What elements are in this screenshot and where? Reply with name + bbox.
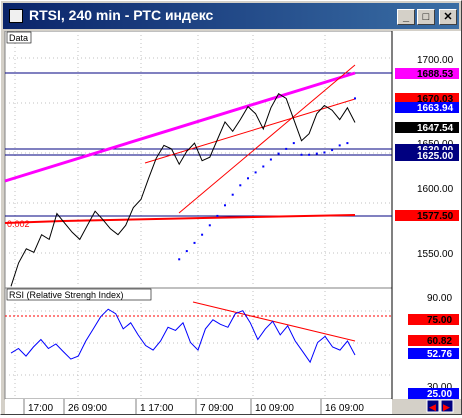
price-marker-box	[395, 102, 459, 113]
sar-dot	[201, 233, 204, 236]
price-line[interactable]	[10, 92, 356, 287]
price-pane-label-box	[6, 31, 32, 44]
support-level-label: 0.002	[7, 219, 30, 229]
rsi-marker-box	[408, 314, 459, 325]
sar-dot	[308, 153, 311, 156]
sar-dot	[247, 177, 249, 180]
price-marker-box	[395, 68, 459, 79]
price-marker-label: 1647.54	[417, 123, 454, 134]
chart-canvas[interactable]: Data RSI (Relative Strengh Index) 0.002 …	[3, 30, 461, 414]
price-marker-box	[395, 122, 459, 133]
time-axis-panel	[5, 399, 392, 414]
price-marker-label: 1577.50	[417, 211, 454, 222]
price-tick-label: 1600.00	[417, 184, 454, 195]
sar-dot	[208, 224, 211, 227]
sar-dot	[269, 158, 272, 161]
sar-dot	[292, 142, 295, 145]
time-label: 17:00	[28, 403, 53, 414]
price-marker-box	[395, 210, 459, 221]
rsi-tick-label: 30.00	[427, 382, 452, 393]
scroll-right-icon: ▶	[443, 402, 450, 412]
time-label: 1 17:00	[140, 403, 174, 414]
sar-dot	[354, 97, 356, 100]
price-axis-markers: 1688.531670.031663.941647.541630.001625.…	[395, 68, 459, 222]
price-marker-box	[395, 144, 459, 155]
rsi-marker-label: 25.00	[427, 389, 452, 400]
time-label: 7 09:00	[200, 403, 234, 414]
sar-dot	[331, 149, 334, 152]
rsi-marker-label: 52.76	[427, 349, 452, 360]
sar-dot	[346, 142, 349, 145]
rsi-pane-label: RSI (Relative Strengh Index)	[9, 290, 124, 300]
rsi-marker-label: 75.00	[427, 315, 452, 326]
sar-dot	[224, 204, 226, 207]
sar-dot	[254, 171, 257, 174]
rsi-series	[10, 308, 356, 364]
sar-dot	[323, 151, 326, 154]
red-trend-line-lower[interactable]	[178, 64, 356, 214]
sar-dot	[216, 214, 219, 217]
time-label: 26 09:00	[68, 403, 107, 414]
rsi-marker-box	[408, 335, 459, 346]
price-marker-label: 1625.00	[417, 151, 454, 162]
sar-dot	[178, 258, 181, 261]
rsi-axis-markers: 75.00 60.82 52.76 25.00	[408, 314, 459, 400]
price-series	[10, 92, 356, 287]
sar-dot	[193, 241, 196, 244]
sar-dot	[262, 165, 265, 168]
magenta-channel-line[interactable]	[4, 71, 356, 183]
red-support-line[interactable]	[4, 214, 356, 224]
price-pane-label: Data	[9, 33, 28, 43]
sar-dot	[338, 144, 341, 147]
chart-area[interactable]: Data RSI (Relative Strengh Index) 0.002 …	[3, 30, 461, 414]
scroll-left-icon: ◀	[429, 402, 436, 412]
price-tick-label: 1700.00	[417, 55, 454, 66]
rsi-marker-box	[408, 348, 459, 359]
rsi-marker-label: 60.82	[427, 336, 452, 347]
parabolic-sar-series	[178, 97, 356, 261]
rsi-pane-label-box	[6, 288, 152, 301]
rsi-line[interactable]	[10, 308, 356, 364]
sar-dot	[239, 184, 242, 187]
price-tick-label: 1550.00	[417, 249, 454, 260]
chart-app-icon	[9, 9, 23, 23]
sar-dot	[285, 147, 288, 150]
time-label: 10 09:00	[255, 403, 294, 414]
rsi-axis-ticks: 90.00 30.00	[427, 293, 452, 393]
sar-dot	[231, 193, 234, 196]
sar-dot	[277, 152, 280, 155]
scroll-right-button[interactable]	[440, 399, 454, 413]
time-label: 16 09:00	[325, 403, 364, 414]
rsi-marker-box	[408, 388, 459, 399]
rsi-tick-label: 90.00	[427, 293, 452, 304]
window-title: RTSI, 240 min - РТС индекс	[29, 7, 214, 23]
title-bar[interactable]: RTSI, 240 min - РТС индекс _ □ ✕	[3, 3, 459, 29]
time-axis-labels: 17:00 26 09:00 1 17:00 7 09:00 10 09:00 16 09…	[23, 399, 364, 414]
price-marker-box	[395, 93, 459, 104]
price-marker-label: 1663.94	[417, 103, 454, 114]
sar-dot	[185, 250, 188, 253]
price-marker-label: 1670.03	[417, 94, 454, 105]
scroll-left-button[interactable]	[426, 399, 440, 413]
sar-dot	[300, 153, 303, 156]
sar-dot	[315, 152, 318, 155]
minimize-button[interactable]: _	[397, 9, 415, 25]
price-marker-box	[395, 150, 459, 161]
price-marker-label: 1688.53	[417, 69, 454, 80]
close-button[interactable]: ✕	[439, 9, 457, 25]
maximize-button[interactable]: □	[417, 9, 435, 25]
rsi-trend-line[interactable]	[192, 301, 356, 342]
